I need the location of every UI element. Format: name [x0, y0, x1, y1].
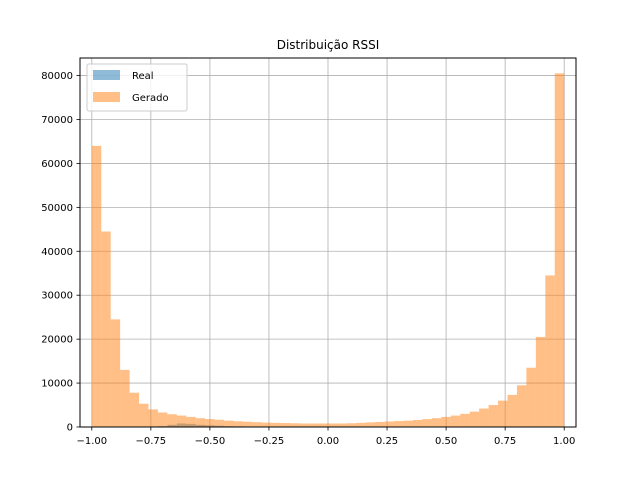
bar-gerado-22 — [299, 423, 310, 427]
bar-gerado-5 — [139, 403, 149, 427]
legend: Real Gerado — [86, 63, 188, 112]
x-tick-label-6: 0.50 — [435, 436, 457, 447]
bar-gerado-29 — [365, 422, 376, 427]
bar-gerado-31 — [384, 421, 395, 427]
bar-gerado-15 — [233, 421, 243, 427]
bar-gerado-38 — [450, 415, 461, 427]
bar-gerado-43 — [498, 400, 508, 427]
y-tick-label-0: 0 — [67, 423, 73, 434]
x-tick-label-5: 0.25 — [376, 436, 398, 447]
x-tick-label-7: 0.75 — [494, 436, 516, 447]
legend-label-real: Real — [132, 71, 154, 82]
x-tick-label-0: −1.00 — [76, 436, 107, 447]
bar-gerado-25 — [328, 423, 338, 427]
bar-gerado-42 — [488, 405, 499, 427]
bar-gerado-39 — [460, 413, 470, 427]
bar-gerado-7 — [157, 412, 168, 427]
y-tick-label-2: 20000 — [41, 335, 73, 346]
bar-gerado-18 — [261, 422, 272, 427]
bar-gerado-19 — [271, 422, 281, 427]
bar-gerado-12 — [205, 419, 215, 427]
bar-gerado-8 — [167, 414, 177, 427]
y-tick-label-5: 50000 — [41, 203, 73, 214]
bar-gerado-6 — [148, 409, 158, 427]
bar-gerado-3 — [120, 369, 130, 427]
y-tick-label-1: 10000 — [41, 379, 73, 390]
y-tick-label-8: 80000 — [41, 71, 73, 82]
chart-title: Distribuição RSSI — [277, 38, 380, 52]
bar-gerado-49 — [554, 73, 565, 427]
legend-label-gerado: Gerado — [132, 93, 169, 104]
bar-gerado-28 — [356, 422, 366, 427]
bar-gerado-27 — [346, 423, 357, 427]
bar-gerado-20 — [280, 423, 291, 427]
bar-gerado-46 — [526, 367, 536, 427]
bar-gerado-14 — [224, 420, 234, 427]
bar-gerado-44 — [507, 394, 517, 427]
bar-gerado-24 — [318, 423, 328, 427]
bar-gerado-1 — [101, 231, 111, 427]
bar-gerado-30 — [375, 421, 385, 427]
bar-gerado-41 — [479, 408, 489, 427]
y-tick-label-6: 60000 — [41, 159, 73, 170]
bar-gerado-23 — [309, 423, 319, 427]
x-axis-ticks: −1.00 −0.75 −0.50 −0.25 0.00 0.25 0.50 0.75 1.00 — [76, 427, 575, 447]
bar-gerado-2 — [110, 319, 121, 427]
legend-swatch-gerado — [93, 92, 120, 102]
bar-gerado-33 — [403, 420, 414, 427]
bar-gerado-36 — [431, 418, 442, 427]
x-tick-label-4: 0.00 — [317, 436, 339, 447]
x-tick-label-2: −0.50 — [195, 436, 226, 447]
bar-gerado-13 — [214, 419, 225, 427]
bar-gerado-17 — [252, 422, 262, 427]
x-tick-label-3: −0.25 — [254, 436, 285, 447]
y-tick-label-7: 70000 — [41, 115, 73, 126]
bar-gerado-0 — [91, 145, 102, 427]
bar-gerado-32 — [394, 421, 404, 427]
bar-gerado-45 — [516, 385, 527, 427]
bar-gerado-16 — [242, 421, 253, 427]
bar-gerado-26 — [337, 423, 347, 427]
bar-gerado-34 — [413, 419, 423, 427]
y-tick-label-3: 30000 — [41, 291, 73, 302]
bar-gerado-21 — [290, 423, 300, 427]
bar-gerado-11 — [195, 418, 206, 427]
bar-gerado-10 — [186, 416, 196, 427]
legend-swatch-real — [93, 70, 120, 80]
bar-gerado-35 — [422, 419, 432, 427]
y-axis-ticks: 0 10000 20000 30000 40000 50000 60000 70000 8000… — [41, 71, 80, 434]
y-tick-label-4: 40000 — [41, 247, 73, 258]
series-gerado-bars — [91, 73, 565, 427]
bar-gerado-37 — [441, 416, 451, 427]
bar-gerado-48 — [545, 275, 555, 427]
bar-gerado-4 — [129, 392, 140, 427]
bar-gerado-47 — [535, 336, 546, 427]
bar-gerado-40 — [469, 411, 480, 427]
bar-gerado-9 — [176, 415, 187, 427]
x-tick-label-1: −0.75 — [136, 436, 167, 447]
x-tick-label-8: 1.00 — [553, 436, 575, 447]
